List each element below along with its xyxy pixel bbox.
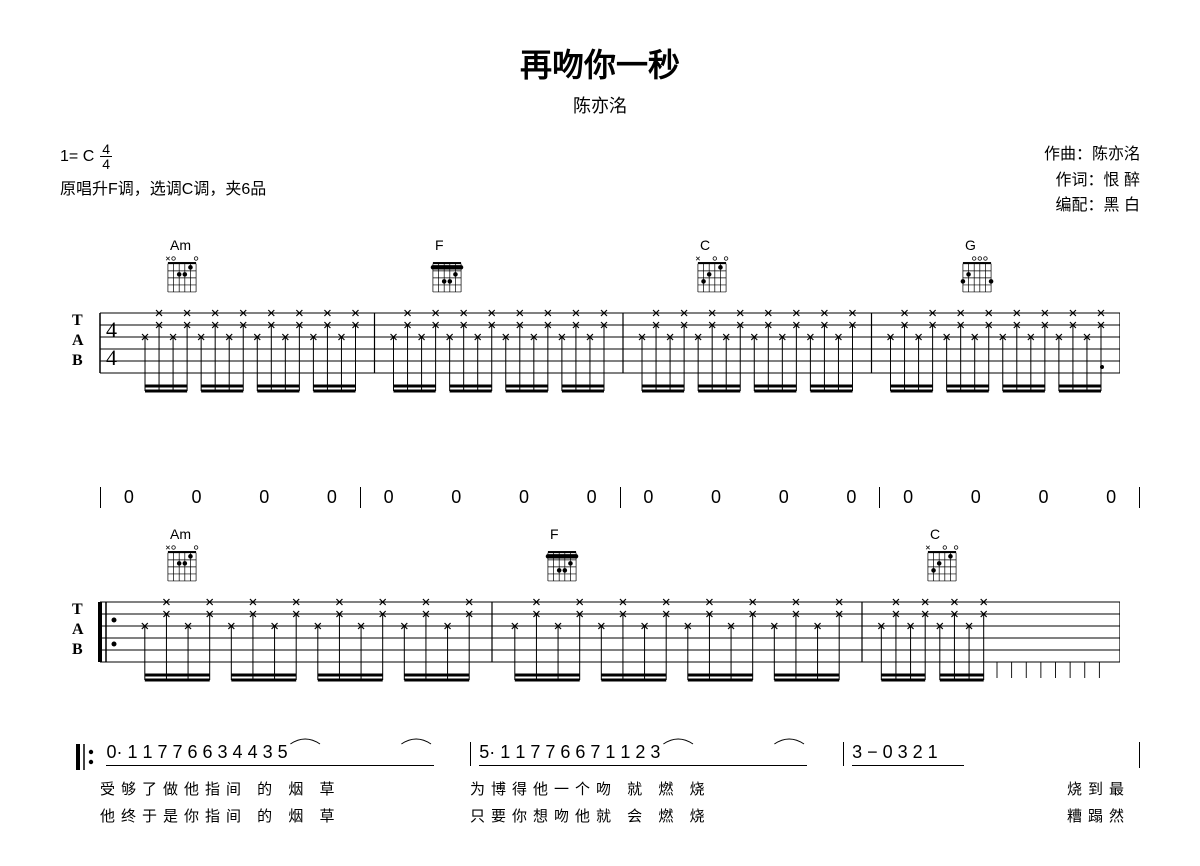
header-meta: 1= C 4 4 原唱升F调，选调C调，夹6品 作曲：陈亦洺 作词：恨 醉 编配… bbox=[60, 142, 1140, 219]
lyrics-row: 他终于是你指间 的 烟 草只要你想吻他就 会 燃 烧糟蹋然 bbox=[60, 805, 1140, 826]
header-left: 1= C 4 4 原唱升F调，选调C调，夹6品 bbox=[60, 142, 266, 219]
jianpu-beam bbox=[479, 765, 806, 766]
arranger-row: 编配：黑 白 bbox=[1044, 193, 1140, 219]
jianpu-bar: 0 0 0 0 bbox=[620, 487, 880, 508]
jianpu-bar: 3 − 0 3 2 1 bbox=[843, 742, 1139, 766]
artist-name: 陈亦洺 bbox=[60, 92, 1140, 118]
jianpu-note: 0 bbox=[192, 487, 202, 508]
svg-text:A: A bbox=[72, 621, 84, 638]
key-signature: 1= C 4 4 bbox=[60, 142, 112, 171]
chord-name: G bbox=[965, 237, 976, 253]
tie-arcs bbox=[844, 732, 1134, 746]
chord-name: Am bbox=[170, 237, 191, 253]
chord-name: F bbox=[435, 237, 444, 253]
chord-name: C bbox=[700, 237, 710, 253]
chord-diagram bbox=[160, 255, 204, 299]
key-label: 1= C bbox=[60, 148, 94, 166]
chord-slot: F bbox=[425, 237, 469, 299]
system: Am F C TAB 0· 1 1 7 7 6 6 3 4 4 3 55· 1 1 7 … bbox=[60, 526, 1140, 826]
chord-diagram bbox=[955, 255, 999, 299]
jianpu-note: 0 bbox=[903, 487, 913, 508]
jianpu-melody-row: 0· 1 1 7 7 6 6 3 4 4 3 55· 1 1 7 7 6 6 7… bbox=[60, 742, 1140, 772]
time-sig-den: 4 bbox=[100, 157, 112, 171]
lyric-cell: 只要你想吻他就 会 燃 烧 bbox=[470, 805, 840, 826]
chord-slot: Am bbox=[160, 237, 204, 299]
chord-diagram bbox=[690, 255, 734, 299]
svg-text:T: T bbox=[72, 312, 83, 329]
header-right: 作曲：陈亦洺 作词：恨 醉 编配：黑 白 bbox=[1044, 142, 1140, 219]
tie-arcs bbox=[98, 732, 468, 746]
chord-diagram bbox=[920, 544, 964, 588]
lyrics-row: 受够了做他指间 的 烟 草为博得他一个吻 就 燃 烧烧到最 bbox=[60, 778, 1140, 799]
chord-diagram bbox=[540, 544, 584, 588]
chord-diagram bbox=[160, 544, 204, 588]
jianpu-note: 0 bbox=[124, 487, 134, 508]
jianpu-note: 0 bbox=[384, 487, 394, 508]
jianpu-note: 0 bbox=[711, 487, 721, 508]
chord-row: Am F C G bbox=[60, 237, 1140, 299]
lyric-cell: 糟蹋然 bbox=[840, 805, 1130, 826]
jianpu-note: 0 bbox=[1106, 487, 1116, 508]
svg-text:B: B bbox=[72, 352, 83, 369]
svg-text:A: A bbox=[72, 332, 84, 349]
jianpu-note: 0 bbox=[779, 487, 789, 508]
chord-name: C bbox=[930, 526, 940, 542]
jianpu-note: 0 bbox=[971, 487, 981, 508]
lyric-cell: 烧到最 bbox=[840, 778, 1130, 799]
jianpu-row: 0 0 0 0 0 0 0 0 0 0 0 0 0 0 0 0 bbox=[60, 487, 1140, 508]
chord-name: F bbox=[550, 526, 559, 542]
jianpu-bar: 0 0 0 0 bbox=[879, 487, 1140, 508]
tie-arcs bbox=[471, 732, 841, 746]
system: Am F C G TAB 4 4 0 0 0 0 0 0 0 0 0 0 0 0 0 0 0 0 bbox=[60, 237, 1140, 508]
lyric-cell: 为博得他一个吻 就 燃 烧 bbox=[470, 778, 840, 799]
chord-slot: Am bbox=[160, 526, 204, 588]
time-sig-num: 4 bbox=[100, 142, 112, 157]
lyricist-row: 作词：恨 醉 bbox=[1044, 168, 1140, 194]
arranger-label: 编配： bbox=[1056, 197, 1104, 214]
jianpu-bar: 0 0 0 0 bbox=[360, 487, 620, 508]
svg-text:T: T bbox=[72, 601, 83, 618]
svg-text:B: B bbox=[72, 641, 83, 658]
lyric-cell: 他终于是你指间 的 烟 草 bbox=[100, 805, 470, 826]
jianpu-note: 0 bbox=[259, 487, 269, 508]
jianpu-bar: 5· 1 1 7 7 6 6 7 1 1 2 3 bbox=[470, 742, 843, 766]
jianpu-bar: 0 0 0 0 bbox=[100, 487, 360, 508]
tab-staff: TAB bbox=[60, 592, 1120, 702]
jianpu-note: 0 bbox=[1038, 487, 1048, 508]
arranger-value: 黑 白 bbox=[1104, 197, 1140, 214]
chord-name: Am bbox=[170, 526, 191, 542]
chord-slot: G bbox=[955, 237, 999, 299]
chord-diagram bbox=[425, 255, 469, 299]
jianpu-beam bbox=[852, 765, 964, 766]
jianpu-note: 0 bbox=[451, 487, 461, 508]
svg-text:4: 4 bbox=[106, 317, 117, 342]
jianpu-note: 0 bbox=[327, 487, 337, 508]
chord-row: Am F C bbox=[60, 526, 1140, 588]
repeat-start-icon bbox=[60, 742, 98, 772]
tuning-note: 原唱升F调，选调C调，夹6品 bbox=[60, 175, 266, 199]
svg-text:4: 4 bbox=[106, 345, 117, 370]
jianpu-note: 0 bbox=[587, 487, 597, 508]
tab-staff: TAB 4 4 bbox=[60, 303, 1120, 413]
jianpu-note: 0 bbox=[846, 487, 856, 508]
jianpu-note: 0 bbox=[519, 487, 529, 508]
composer-value: 陈亦洺 bbox=[1092, 146, 1140, 163]
composer-row: 作曲：陈亦洺 bbox=[1044, 142, 1140, 168]
lyricist-value: 恨 醉 bbox=[1104, 172, 1140, 189]
chord-slot: F bbox=[540, 526, 584, 588]
lyricist-label: 作词： bbox=[1056, 172, 1104, 189]
time-signature: 4 4 bbox=[100, 142, 112, 171]
chord-slot: C bbox=[690, 237, 734, 299]
chord-slot: C bbox=[920, 526, 964, 588]
jianpu-bar: 0· 1 1 7 7 6 6 3 4 4 3 5 bbox=[98, 742, 470, 766]
jianpu-note: 0 bbox=[643, 487, 653, 508]
lyric-cell: 受够了做他指间 的 烟 草 bbox=[100, 778, 470, 799]
composer-label: 作曲： bbox=[1044, 146, 1092, 163]
jianpu-barline bbox=[1139, 742, 1140, 768]
jianpu-beam bbox=[106, 765, 433, 766]
song-title: 再吻你一秒 bbox=[60, 40, 1140, 86]
